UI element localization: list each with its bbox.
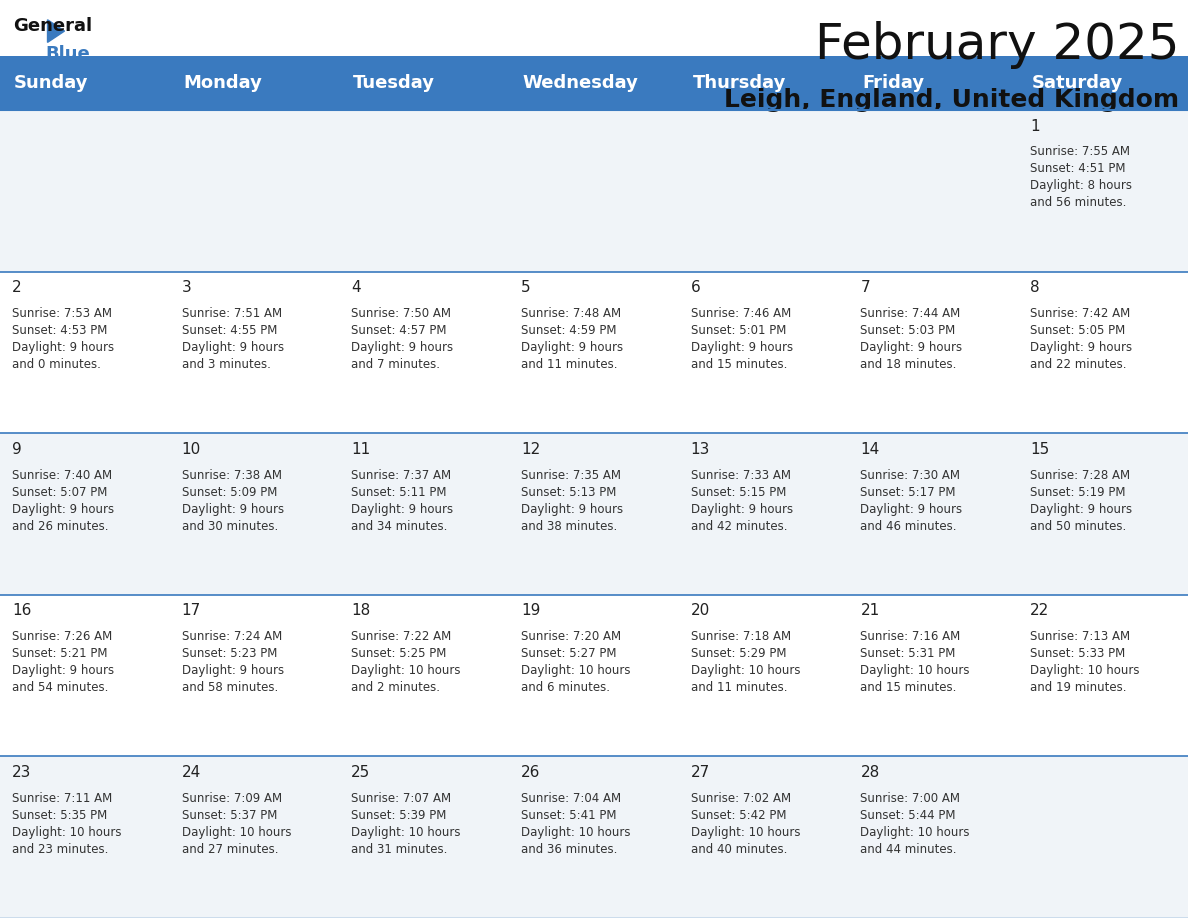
Text: Friday: Friday xyxy=(862,74,924,93)
Text: Sunrise: 7:42 AM
Sunset: 5:05 PM
Daylight: 9 hours
and 22 minutes.: Sunrise: 7:42 AM Sunset: 5:05 PM Dayligh… xyxy=(1030,307,1132,371)
Text: 21: 21 xyxy=(860,603,879,619)
Text: 18: 18 xyxy=(352,603,371,619)
Text: 12: 12 xyxy=(522,442,541,457)
Text: 14: 14 xyxy=(860,442,879,457)
Text: Sunrise: 7:26 AM
Sunset: 5:21 PM
Daylight: 9 hours
and 54 minutes.: Sunrise: 7:26 AM Sunset: 5:21 PM Dayligh… xyxy=(12,630,114,694)
Text: Sunrise: 7:20 AM
Sunset: 5:27 PM
Daylight: 10 hours
and 6 minutes.: Sunrise: 7:20 AM Sunset: 5:27 PM Dayligh… xyxy=(522,630,631,694)
Text: Sunrise: 7:35 AM
Sunset: 5:13 PM
Daylight: 9 hours
and 38 minutes.: Sunrise: 7:35 AM Sunset: 5:13 PM Dayligh… xyxy=(522,468,624,532)
Polygon shape xyxy=(48,20,64,42)
Text: Sunrise: 7:04 AM
Sunset: 5:41 PM
Daylight: 10 hours
and 36 minutes.: Sunrise: 7:04 AM Sunset: 5:41 PM Dayligh… xyxy=(522,791,631,856)
Text: Leigh, England, United Kingdom: Leigh, England, United Kingdom xyxy=(725,87,1180,112)
Text: Monday: Monday xyxy=(183,74,263,93)
Text: 23: 23 xyxy=(12,765,31,780)
Text: 15: 15 xyxy=(1030,442,1049,457)
Text: Tuesday: Tuesday xyxy=(353,74,435,93)
Text: 6: 6 xyxy=(690,280,701,296)
Text: 13: 13 xyxy=(690,442,710,457)
Text: 2: 2 xyxy=(12,280,21,296)
Text: 1: 1 xyxy=(1030,118,1040,134)
Text: Sunrise: 7:55 AM
Sunset: 4:51 PM
Daylight: 8 hours
and 56 minutes.: Sunrise: 7:55 AM Sunset: 4:51 PM Dayligh… xyxy=(1030,145,1132,209)
Text: 27: 27 xyxy=(690,765,710,780)
Text: 3: 3 xyxy=(182,280,191,296)
FancyBboxPatch shape xyxy=(0,595,1188,756)
Text: Sunrise: 7:53 AM
Sunset: 4:53 PM
Daylight: 9 hours
and 0 minutes.: Sunrise: 7:53 AM Sunset: 4:53 PM Dayligh… xyxy=(12,307,114,371)
Text: Sunday: Sunday xyxy=(13,74,88,93)
Text: 28: 28 xyxy=(860,765,879,780)
Text: Sunrise: 7:33 AM
Sunset: 5:15 PM
Daylight: 9 hours
and 42 minutes.: Sunrise: 7:33 AM Sunset: 5:15 PM Dayligh… xyxy=(690,468,792,532)
Text: 11: 11 xyxy=(352,442,371,457)
Text: Sunrise: 7:28 AM
Sunset: 5:19 PM
Daylight: 9 hours
and 50 minutes.: Sunrise: 7:28 AM Sunset: 5:19 PM Dayligh… xyxy=(1030,468,1132,532)
Text: 7: 7 xyxy=(860,280,870,296)
Text: Sunrise: 7:37 AM
Sunset: 5:11 PM
Daylight: 9 hours
and 34 minutes.: Sunrise: 7:37 AM Sunset: 5:11 PM Dayligh… xyxy=(352,468,454,532)
Text: 10: 10 xyxy=(182,442,201,457)
Text: Sunrise: 7:02 AM
Sunset: 5:42 PM
Daylight: 10 hours
and 40 minutes.: Sunrise: 7:02 AM Sunset: 5:42 PM Dayligh… xyxy=(690,791,801,856)
Text: Sunrise: 7:46 AM
Sunset: 5:01 PM
Daylight: 9 hours
and 15 minutes.: Sunrise: 7:46 AM Sunset: 5:01 PM Dayligh… xyxy=(690,307,792,371)
Text: Sunrise: 7:51 AM
Sunset: 4:55 PM
Daylight: 9 hours
and 3 minutes.: Sunrise: 7:51 AM Sunset: 4:55 PM Dayligh… xyxy=(182,307,284,371)
Text: 22: 22 xyxy=(1030,603,1049,619)
Text: Thursday: Thursday xyxy=(693,74,785,93)
Text: 26: 26 xyxy=(522,765,541,780)
Text: Sunrise: 7:16 AM
Sunset: 5:31 PM
Daylight: 10 hours
and 15 minutes.: Sunrise: 7:16 AM Sunset: 5:31 PM Dayligh… xyxy=(860,630,969,694)
Text: 9: 9 xyxy=(12,442,21,457)
Text: Sunrise: 7:07 AM
Sunset: 5:39 PM
Daylight: 10 hours
and 31 minutes.: Sunrise: 7:07 AM Sunset: 5:39 PM Dayligh… xyxy=(352,791,461,856)
FancyBboxPatch shape xyxy=(0,433,1188,595)
Text: Sunrise: 7:48 AM
Sunset: 4:59 PM
Daylight: 9 hours
and 11 minutes.: Sunrise: 7:48 AM Sunset: 4:59 PM Dayligh… xyxy=(522,307,624,371)
Text: Blue: Blue xyxy=(46,45,90,63)
Text: Sunrise: 7:24 AM
Sunset: 5:23 PM
Daylight: 9 hours
and 58 minutes.: Sunrise: 7:24 AM Sunset: 5:23 PM Dayligh… xyxy=(182,630,284,694)
FancyBboxPatch shape xyxy=(0,110,1188,272)
Text: 4: 4 xyxy=(352,280,361,296)
Text: 5: 5 xyxy=(522,280,531,296)
Text: Sunrise: 7:18 AM
Sunset: 5:29 PM
Daylight: 10 hours
and 11 minutes.: Sunrise: 7:18 AM Sunset: 5:29 PM Dayligh… xyxy=(690,630,801,694)
Text: Saturday: Saturday xyxy=(1032,74,1123,93)
Text: Sunrise: 7:40 AM
Sunset: 5:07 PM
Daylight: 9 hours
and 26 minutes.: Sunrise: 7:40 AM Sunset: 5:07 PM Dayligh… xyxy=(12,468,114,532)
Text: Sunrise: 7:38 AM
Sunset: 5:09 PM
Daylight: 9 hours
and 30 minutes.: Sunrise: 7:38 AM Sunset: 5:09 PM Dayligh… xyxy=(182,468,284,532)
Text: 19: 19 xyxy=(522,603,541,619)
Text: 8: 8 xyxy=(1030,280,1040,296)
FancyBboxPatch shape xyxy=(0,57,1188,110)
Text: General: General xyxy=(13,17,93,35)
Text: Sunrise: 7:44 AM
Sunset: 5:03 PM
Daylight: 9 hours
and 18 minutes.: Sunrise: 7:44 AM Sunset: 5:03 PM Dayligh… xyxy=(860,307,962,371)
FancyBboxPatch shape xyxy=(0,272,1188,433)
Text: Sunrise: 7:50 AM
Sunset: 4:57 PM
Daylight: 9 hours
and 7 minutes.: Sunrise: 7:50 AM Sunset: 4:57 PM Dayligh… xyxy=(352,307,454,371)
Text: Sunrise: 7:22 AM
Sunset: 5:25 PM
Daylight: 10 hours
and 2 minutes.: Sunrise: 7:22 AM Sunset: 5:25 PM Dayligh… xyxy=(352,630,461,694)
Text: Sunrise: 7:00 AM
Sunset: 5:44 PM
Daylight: 10 hours
and 44 minutes.: Sunrise: 7:00 AM Sunset: 5:44 PM Dayligh… xyxy=(860,791,969,856)
Text: 16: 16 xyxy=(12,603,31,619)
Text: Sunrise: 7:11 AM
Sunset: 5:35 PM
Daylight: 10 hours
and 23 minutes.: Sunrise: 7:11 AM Sunset: 5:35 PM Dayligh… xyxy=(12,791,121,856)
Text: Sunrise: 7:30 AM
Sunset: 5:17 PM
Daylight: 9 hours
and 46 minutes.: Sunrise: 7:30 AM Sunset: 5:17 PM Dayligh… xyxy=(860,468,962,532)
Text: 25: 25 xyxy=(352,765,371,780)
Text: Sunrise: 7:13 AM
Sunset: 5:33 PM
Daylight: 10 hours
and 19 minutes.: Sunrise: 7:13 AM Sunset: 5:33 PM Dayligh… xyxy=(1030,630,1139,694)
Text: 20: 20 xyxy=(690,603,710,619)
Text: 17: 17 xyxy=(182,603,201,619)
FancyBboxPatch shape xyxy=(0,756,1188,918)
Text: Sunrise: 7:09 AM
Sunset: 5:37 PM
Daylight: 10 hours
and 27 minutes.: Sunrise: 7:09 AM Sunset: 5:37 PM Dayligh… xyxy=(182,791,291,856)
Text: Wednesday: Wednesday xyxy=(523,74,639,93)
Text: February 2025: February 2025 xyxy=(815,21,1180,69)
Text: 24: 24 xyxy=(182,765,201,780)
